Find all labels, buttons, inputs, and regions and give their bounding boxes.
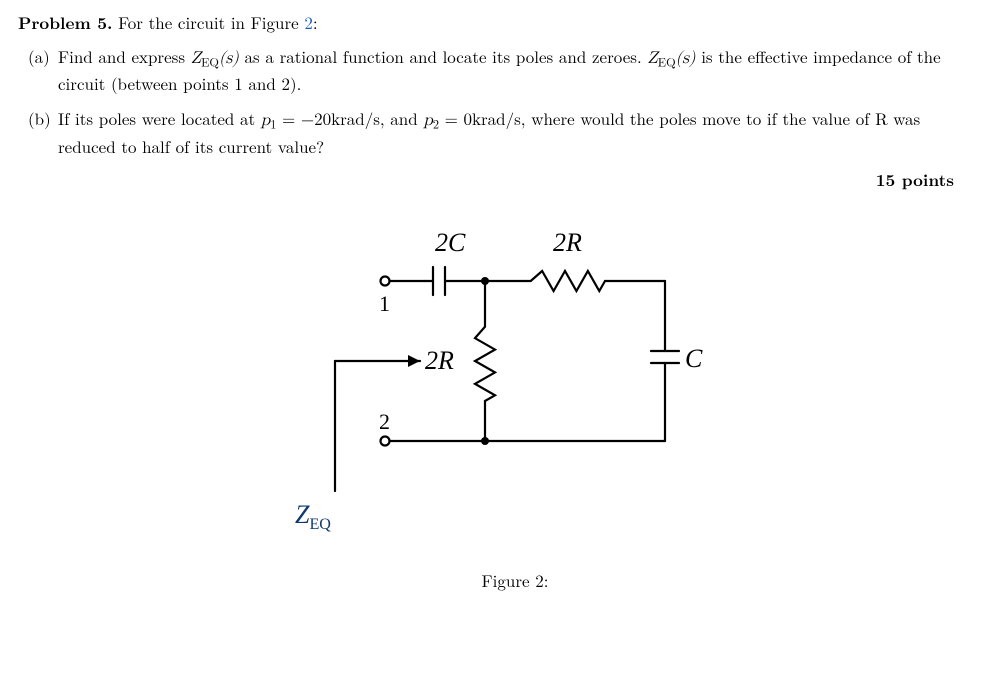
svg-text:ZEQ: ZEQ [295, 500, 331, 533]
pa-zeq2-sub: EQ [658, 52, 676, 70]
pb-p2: p [423, 112, 432, 129]
svg-text:2R: 2R [553, 228, 582, 257]
circuit-diagram: 2C 2R 2R C 1 2 ZEQ [265, 211, 765, 557]
figure-link[interactable]: 2 [304, 10, 313, 34]
figure-area: 2C 2R 2R C 1 2 ZEQ Figure 2: [18, 207, 994, 593]
pa-zeq2: Z [647, 50, 657, 67]
pa-mid: as a rational function and locate its po… [239, 44, 647, 68]
pa-zeq: Z [191, 50, 201, 67]
part-a: (a) Find and express ZEQ(s) as a rationa… [28, 44, 976, 96]
part-a-label: (a) [28, 44, 58, 96]
problem-header: Problem 5. For the circuit in Figure 2: [18, 10, 976, 36]
points-label: 15 points [18, 168, 954, 193]
part-b-label: (b) [28, 106, 58, 158]
pa-pre: Find and express [58, 44, 191, 68]
svg-text:C: C [685, 344, 703, 373]
part-a-body: Find and express ZEQ(s) as a rational fu… [58, 44, 976, 96]
intro-b: : [313, 10, 318, 34]
svg-text:2C: 2C [435, 228, 466, 257]
pa-arg: (s) [219, 50, 239, 67]
svg-text:1: 1 [379, 291, 390, 316]
svg-text:2R: 2R [425, 346, 454, 375]
pb-p1: p [261, 112, 270, 129]
part-b: (b) If its poles were located at p1 = −2… [28, 106, 976, 158]
part-b-body: If its poles were located at p1 = −20kra… [58, 106, 976, 158]
intro-a: For the circuit in Figure [118, 10, 304, 34]
figure-caption: Figure 2: [18, 568, 994, 593]
pb-pre: If its poles were located at [58, 106, 261, 130]
subparts-list: (a) Find and express ZEQ(s) as a rationa… [18, 44, 976, 159]
svg-text:2: 2 [379, 409, 390, 434]
pa-arg2: (s) [676, 50, 696, 67]
pb-p1eq: = −20krad/s, and [276, 106, 423, 130]
pa-zeq-sub: EQ [201, 52, 219, 70]
problem-label: Problem 5. [18, 11, 112, 35]
